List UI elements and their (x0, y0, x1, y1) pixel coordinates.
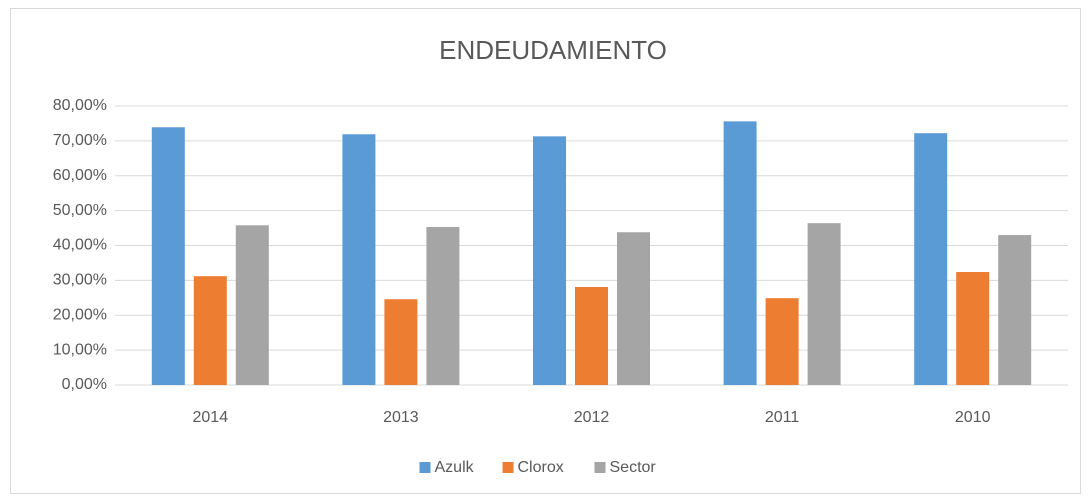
x-tick-label: 2011 (765, 409, 800, 426)
bar (575, 287, 608, 385)
y-tick-label: 0,00% (62, 376, 107, 393)
y-tick-label: 70,00% (53, 132, 107, 149)
legend-swatch (594, 462, 606, 473)
bar (765, 298, 799, 385)
legend-label: Sector (610, 459, 657, 476)
bar (384, 299, 418, 385)
bar (151, 127, 185, 386)
y-tick-label: 60,00% (53, 167, 107, 184)
y-tick-label: 10,00% (53, 341, 107, 358)
bar (426, 227, 460, 385)
bar (533, 136, 566, 385)
bar (723, 121, 757, 385)
bar (342, 134, 376, 385)
legend-swatch (419, 462, 431, 473)
y-tick-label: 40,00% (53, 237, 107, 254)
x-tick-label: 2013 (383, 409, 419, 426)
legend-swatch (502, 462, 514, 473)
y-tick-label: 50,00% (53, 202, 107, 219)
bar (998, 235, 1032, 385)
y-tick-label: 30,00% (53, 272, 107, 289)
bar (193, 276, 227, 385)
y-tick-label: 80,00% (53, 97, 107, 114)
bar (617, 232, 650, 385)
x-tick-label: 2012 (574, 409, 610, 426)
bar (914, 133, 948, 385)
x-tick-label: 2010 (955, 409, 991, 426)
bar (807, 223, 841, 385)
x-tick-label: 2014 (193, 409, 229, 426)
legend-label: Azulk (435, 459, 475, 476)
chart-title: ENDEUDAMIENTO (439, 35, 667, 65)
legend-label: Clorox (518, 459, 564, 476)
bar (235, 225, 269, 385)
bar (956, 272, 990, 385)
y-tick-label: 20,00% (53, 306, 107, 323)
